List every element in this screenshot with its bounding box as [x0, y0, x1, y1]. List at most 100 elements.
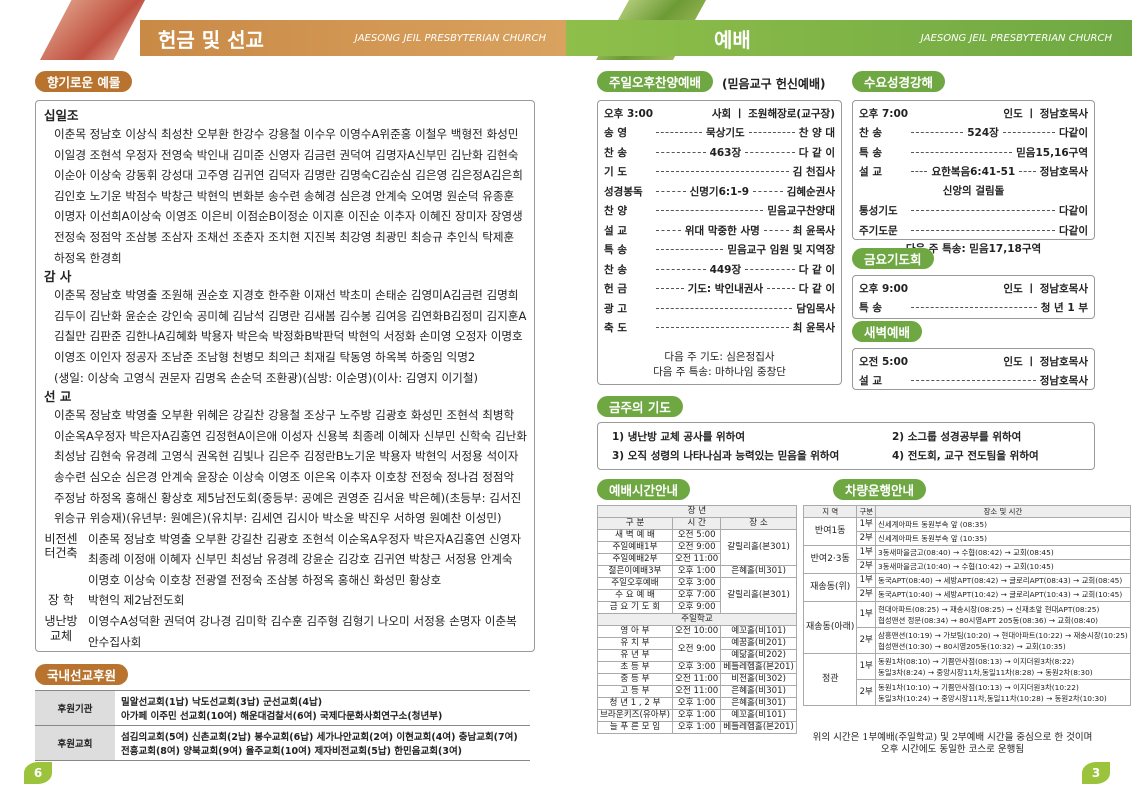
leader-dots: [753, 190, 783, 192]
service-name: 유 년 부: [597, 649, 673, 662]
vehicle-run: 1부: [856, 573, 877, 588]
service-name: 주일오후예배: [597, 577, 673, 590]
leader-dots: [656, 171, 789, 173]
prayer-item: 4) 전도회, 교구 전도팀을 위하여: [892, 450, 1039, 462]
service-name: 초 등 부: [597, 661, 673, 674]
leader-dots: [767, 288, 795, 290]
service-host: 인도 ㅣ 정남호목사: [1003, 356, 1088, 368]
order-part: 주기도문: [859, 224, 898, 237]
order-content: 요한복음6:41-51: [931, 166, 1016, 179]
order-row: 광 고 담임목사: [604, 299, 835, 319]
order-content: 463장: [709, 146, 742, 159]
service-host: 인도 ㅣ 정남호목사: [1003, 283, 1088, 295]
service-name: 유 치 부: [597, 637, 673, 650]
vehicle-run: 1부: [856, 653, 877, 680]
table-columns: 지 역 구분 장소 및 시간: [802, 505, 1131, 518]
order-part: 설 교: [859, 166, 882, 179]
service-time: 오전 10:00: [671, 625, 722, 638]
vehicle-route: 동국APT(08:40) → 세방APT(08:42) → 글로리APT(08:…: [875, 573, 1131, 588]
order-row: 특 송 청 년 1 부: [859, 298, 1088, 318]
service-note: 다음 주 특송: 마하나임 중창단: [653, 365, 786, 378]
order-row: 찬 송 463장 다 같 이: [604, 143, 835, 163]
header-right: 예배 JAESONG JEIL PRESBYTERIAN CHURCH: [566, 20, 1132, 56]
leader-dots: [911, 307, 1037, 309]
service-name: 주일예배2부: [597, 553, 673, 566]
route-line: 동국APT(08:40) → 세방APT(08:42) → 글로리APT(08:…: [878, 576, 1123, 585]
service-header: 오후 7:00 인도 ㅣ 정남호목사: [859, 104, 1088, 123]
leader-dots: [656, 210, 764, 212]
support-line: 아가페 이주민 선교회(10여) 해운대검찰서(6여) 국제다문화사회연구소(청…: [121, 711, 443, 722]
order-content: 기도: 박인내권사: [687, 283, 764, 296]
order-leader: 정남호목사: [1039, 166, 1089, 179]
service-place: 은혜홀(비301): [720, 685, 797, 698]
table-heading: 주일학교: [597, 613, 797, 626]
vehicle-route: 신세계아파트 동원부속 앞 (08:35): [875, 517, 1131, 532]
vehicle-route: 현대아파트(08:25) → 재송시장(08:25) → 신재초앞 현대APT(…: [875, 601, 1131, 628]
service-notes: 다음 주 기도: 심은정집사 다음 주 특송: 마하나임 중창단: [604, 350, 835, 380]
service-place: 베들레헴홀(본201): [720, 661, 797, 674]
name-line: 박현익 제2남전도회: [88, 593, 185, 608]
worship-box: 오후 9:00 인도 ㅣ 정남호목사 특 송 청 년 1 부: [852, 275, 1095, 319]
order-row: 설 교 정남호목사: [859, 371, 1088, 391]
service-host: 사회 ㅣ 조원해장로(교구장): [711, 108, 835, 120]
service-time: 오전 5:00: [859, 356, 909, 368]
worship-box: 오후 7:00 인도 ㅣ 정남호목사 찬 송 524장 다같이 특 송 믿음15,16구역 설…: [852, 100, 1095, 255]
order-leader: 믿음교구 임원 및 지역장: [727, 244, 835, 257]
vehicle-route: 3동새마을금고(10:40) → 수협(10:42) → 교회(10:45): [875, 559, 1131, 574]
order-leader: 최 윤목사: [792, 224, 836, 237]
vehicle-row: 2부 3동새마을금고(10:40) → 수협(10:42) → 교회(10:45): [804, 559, 1131, 574]
service-place: 갈릴리홀(본301): [720, 529, 797, 566]
service-time: 오후 3:00: [671, 661, 722, 674]
order-leader: 김 천집사: [792, 166, 835, 179]
service-time: 오전 11:00: [671, 553, 722, 566]
service-name: 고 등 부: [597, 685, 673, 698]
support-label: 후원기관: [35, 690, 115, 726]
order-part: 특 송: [604, 244, 627, 257]
service-place: 예꼬홀(비101): [720, 625, 797, 638]
name-line: 하정옥 한경희: [54, 250, 122, 265]
order-leader: 찬 양 대: [798, 127, 835, 140]
leader-dots: [911, 171, 928, 173]
order-leader: 김혜순권사: [786, 185, 835, 198]
order-leader: 믿음교구찬양대: [767, 205, 835, 218]
order-row: 성경봉독 신명기6:1-9 김혜순권사: [604, 182, 835, 202]
section-subtitle: (믿음교구 헌신예배): [722, 77, 826, 91]
order-content: 위대 막중한 사명: [684, 224, 760, 237]
prayer-item: 2) 소그룹 성경공부를 위하여: [892, 431, 1022, 443]
order-part: 특 송: [859, 302, 882, 315]
service-host: 인도 ㅣ 정남호목사: [1003, 108, 1088, 120]
column-heading: 시 간: [671, 517, 722, 530]
offering-group: 선 교 이춘목 정남호 박영출 오부환 위혜은 강길찬 강용철 조상구 노주방 김…: [44, 388, 527, 529]
order-row: 헌 금 기도: 박인내권사 다 같 이: [604, 279, 835, 299]
order-row: 특 송 믿음15,16구역: [859, 143, 1088, 163]
group-label: 선 교: [44, 389, 72, 405]
vehicle-row: 정관 1부 동원1차(08:10) → 기쁨만사점(08:13) → 이지더원3차(…: [802, 653, 1131, 706]
vehicle-run: 1부: [856, 517, 877, 532]
name-line: 이명자 이선희A이상숙 이영조 이은비 이점순B이정순 이지훈 이진순 이추자 …: [54, 209, 523, 224]
header-title: 헌금 및 선교: [158, 27, 264, 52]
leader-dots: [656, 151, 706, 153]
order-content: 묵상기도: [706, 127, 745, 140]
service-name: 젊은이예배3부: [597, 565, 673, 578]
route-line: 삼흥맨션(10:19) → 가보팀(10:20) → 현대아파트(10:22) …: [878, 630, 1128, 640]
name-line: 송수련 심오순 심은경 안계숙 윤장순 이상숙 이영조 이은옥 이추자 이호창 …: [54, 469, 515, 484]
schedule-row: 유 년 부 예닮홀(비202): [597, 649, 797, 662]
name-lines: 이영수A성덕환 권덕여 강나경 김미학 김수훈 김주형 김형기 나오미 서정용 …: [78, 611, 517, 651]
service-time: 오전 11:00: [671, 673, 722, 686]
order-leader: 다 같 이: [798, 146, 835, 159]
leader-dots: [656, 288, 684, 290]
leader-dots: [748, 132, 795, 134]
vehicle-area: 재송동(아래): [802, 601, 858, 654]
service-name: 늘 푸 른 모 임: [597, 721, 673, 734]
schedule-row: 브라운키즈(유아부) 오후 1:00 예꼬홀(비101): [597, 709, 797, 722]
header-image: [40, 0, 145, 60]
order-leader: 다같이: [1059, 205, 1088, 218]
route-line: 동일3차(10:24) → 중앙시장11차,동일11차(10:28) → 동원2…: [878, 693, 1107, 703]
schedule-row: 수 요 예 배 오후 7:00: [597, 589, 797, 602]
order-leader: 다 같 이: [798, 283, 835, 296]
support-table: 후원기관 밀알선교회(1납) 낙도선교회(3납) 군선교회(4납) 아가페 이주민 …: [35, 690, 530, 761]
service-name: 청 년 1 , 2 부: [597, 697, 673, 710]
name-line: 전정숙 정점악 조삼봉 조삼자 조채선 조춘자 조치현 지진복 최강영 최광민 …: [54, 229, 515, 244]
page-number: 3: [1082, 762, 1110, 784]
